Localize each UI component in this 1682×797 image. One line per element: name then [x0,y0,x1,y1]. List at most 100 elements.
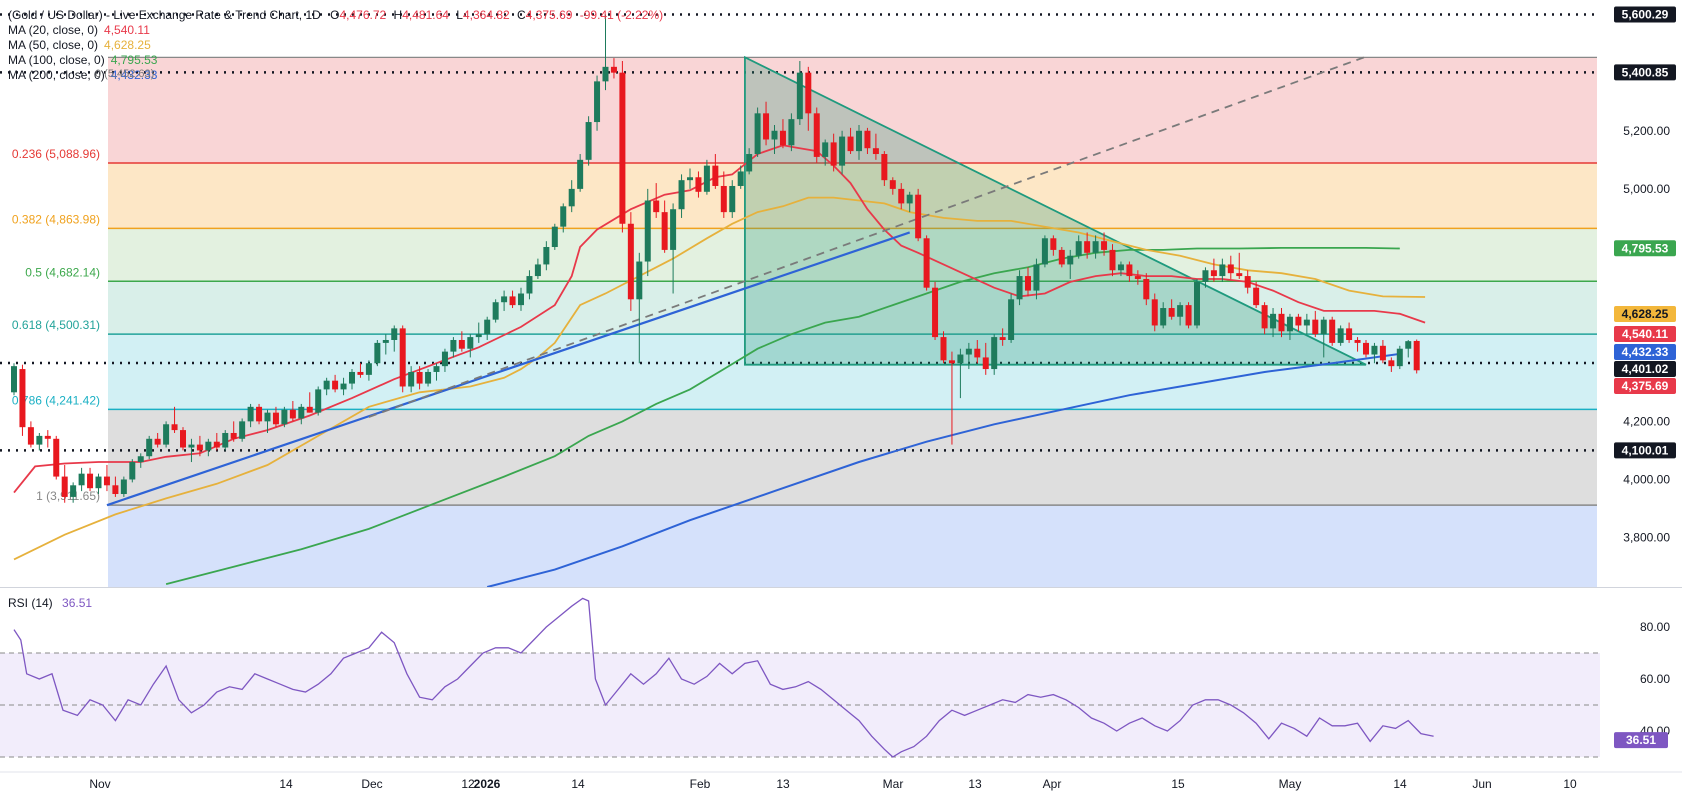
candle-body [1202,270,1209,282]
x-tick-label: May [1279,777,1302,791]
chart-legend: (Gold / US Dollar) - Live Exchange Rate … [8,8,663,83]
candle-body [425,371,432,384]
x-tick-label: 14 [279,777,293,791]
candle-body [399,328,406,387]
price-tag-bg [1614,442,1676,459]
candle-body [779,130,786,146]
candle-body [205,441,212,451]
candle-body [577,159,584,189]
fib-zero-label: 0 (5,452.63) [95,68,155,80]
candle-body [999,337,1006,340]
uptrend-channel-dashed [368,55,1367,418]
x-tick-label: 15 [1171,777,1185,791]
candle-body [948,360,955,364]
candle-body [881,154,888,181]
candle-body [1329,319,1336,343]
candle-body [551,226,558,248]
price-tag-bg [1614,326,1676,342]
candle-body [272,412,279,425]
y-tick-label: 5,000.00 [1623,182,1670,196]
candle-body [416,371,423,384]
y-tick-label: 4,200.00 [1623,414,1670,428]
candle-body [518,293,524,306]
candle-body [619,72,626,224]
price-tags: 5,600.29 5,400.85 4,100.01 4,795.53 4,628.25… [1614,6,1676,459]
candle-body [763,113,770,140]
candle-body [805,72,812,114]
candle-body [932,287,939,338]
fib-label: 0.618 (4,500.31) [12,318,100,332]
x-tick-label: 13 [776,777,790,791]
candle-body [1303,319,1310,326]
candle-body [154,438,161,445]
candle-body [264,412,271,422]
candle-body [349,371,355,384]
candle-body [1227,264,1234,274]
candle-body [991,337,998,370]
candle-body [1405,341,1412,349]
price-tag-label: 5,600.29 [1622,7,1669,21]
candle-body [475,334,482,338]
candle-body [137,456,144,463]
ma50-line [13,196,1426,561]
candle-body [1067,255,1074,265]
ma200-legend[interactable]: MA (200, close, 0) 4,432.33 [8,68,158,82]
candle-body [847,136,854,152]
candle-body [247,406,254,422]
fib-label: 1 (3,911.65) [36,489,100,503]
candle-body [239,421,246,439]
price-tag-label: 4,100.01 [1622,443,1669,457]
ma100-legend[interactable]: MA (100, close, 0) 4,795.53 [8,53,158,67]
uptrend-line [106,231,911,507]
candle-body [585,122,592,160]
candle-body [1008,299,1015,340]
rsi-legend[interactable]: RSI (14) 36.51 [8,596,93,610]
candle-body [492,302,499,320]
candle-body [501,296,508,303]
candle-body [19,369,26,428]
candle-body [1295,316,1302,326]
price-tag-bg [1614,6,1676,23]
fib-band [108,228,1597,282]
price-axis[interactable]: 5,200.00 5,000.00 4,200.00 4,000.00 3,800.00 [1623,124,1670,545]
ma50-legend[interactable]: MA (50, close, 0) 4,628.25 [8,38,151,52]
candle-body [1050,238,1057,250]
candle-body [1286,316,1293,332]
fib-band [108,163,1597,229]
price-tag-label: 4,795.53 [1622,241,1669,255]
candle-body [222,432,229,448]
candle-body [1126,264,1133,277]
candle-body [27,427,34,445]
price-tag-label: 4,540.11 [1622,327,1668,341]
x-tick-label: 14 [571,777,585,791]
x-tick-label: Jun [1472,777,1491,791]
candle-body [661,212,668,250]
candle-body [830,142,837,166]
candle-body [163,424,170,445]
price-tag-bg [1614,361,1676,377]
candlesticks [11,14,1420,503]
candle-body [95,476,102,489]
candle-body [1101,241,1108,250]
candle-body [974,348,981,358]
candle-body [129,462,136,480]
fibonacci-levels: 0.236 (5,088.96) 0.382 (4,863.98) 0.5 (4,6… [12,56,1597,506]
candle-body [1363,342,1369,355]
candle-body [1371,345,1378,355]
candle-body [332,380,339,390]
symbol-title: (Gold / US Dollar) - Live Exchange Rate … [8,8,321,22]
x-tick-label: Mar [883,777,904,791]
candle-body [644,200,651,262]
candle-body [720,185,727,213]
ma200-line [486,352,1400,588]
x-tick-label: Dec [361,777,382,791]
price-tag-bg [1614,64,1676,81]
candle-body [695,177,702,192]
candle-body [940,337,947,361]
candle-body [1253,287,1260,306]
ma20-legend[interactable]: MA (20, close, 0) 4,540.11 [8,23,150,37]
trendlines [106,55,1367,507]
